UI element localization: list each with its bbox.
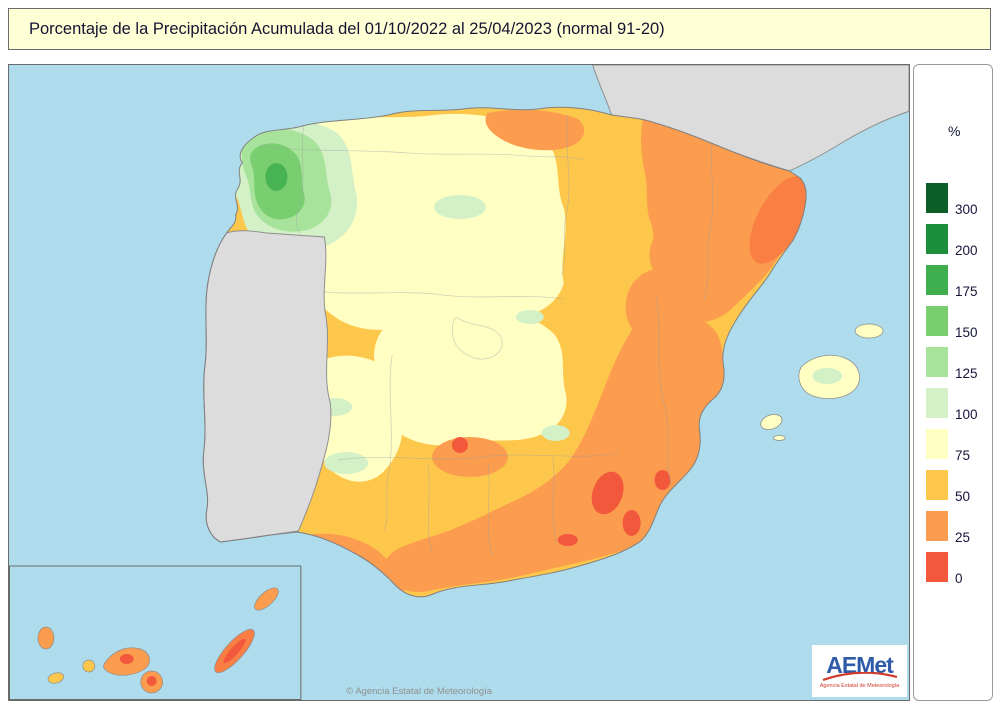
overlay-green-spot-alcaraz [541, 425, 570, 441]
canary-inset-box [9, 565, 302, 700]
canary-islands [37, 587, 279, 694]
legend-value-label: 50 [955, 489, 971, 504]
legend-value-label: 200 [955, 243, 978, 258]
legend-value-label: 100 [955, 407, 978, 422]
legend-entry: 175 [926, 265, 992, 299]
overlay-green-spot-galicia [265, 163, 288, 191]
legend-swatch [926, 224, 948, 254]
overlay-red-jaen-spot [452, 437, 468, 453]
legend-swatch [926, 265, 948, 295]
aemet-logo-swoosh-icon [822, 671, 897, 681]
coastline [202, 106, 807, 598]
legend-value-label: 175 [955, 284, 978, 299]
legend-entry: 100 [926, 388, 992, 422]
fuerteventura-red-area [223, 638, 246, 664]
gran-canaria-red-area [146, 676, 157, 686]
legend-value-label: 25 [955, 530, 971, 545]
map-panel: © Agencia Estatal de Meteorología AEMet … [8, 64, 910, 701]
overlay-pale-yellow-center [374, 313, 567, 446]
legend-entry: 125 [926, 347, 992, 381]
legend-entry: 150 [926, 306, 992, 340]
legend-entry: 300 [926, 183, 992, 217]
overlay-pale-yellow-west [310, 355, 402, 482]
legend-swatch [926, 306, 948, 336]
legend-value-label: 150 [955, 325, 978, 340]
aemet-logo-text: AEMet [826, 651, 894, 678]
overlay-red-almeria [622, 510, 641, 536]
copyright-text: © Agencia Estatal de Meteorología [346, 686, 493, 697]
overlay-green-spot-cuenca [515, 310, 544, 324]
legend-rows: 300 200 175 150 125 100 [926, 183, 992, 586]
overlay-red-alicante-spot [654, 470, 671, 490]
legend-entry: 25 [926, 511, 992, 545]
overlay-green-spot-burgos [434, 195, 486, 219]
overlay-orange-cantabria [485, 109, 585, 151]
formentera-island [772, 435, 786, 441]
legend-entry: 75 [926, 429, 992, 463]
map-title: Porcentaje de la Precipitación Acumulada… [29, 19, 665, 38]
legend-entry: 200 [926, 224, 992, 258]
ibiza-island [760, 414, 783, 430]
lanzarote-island [254, 587, 279, 611]
title-bar: Porcentaje de la Precipitación Acumulada… [8, 8, 991, 50]
el-hierro-island [47, 672, 65, 684]
region-boundaries [258, 114, 714, 556]
legend-entry: 50 [926, 470, 992, 504]
legend-swatch [926, 470, 948, 500]
precipitation-overlays [227, 109, 807, 597]
aemet-logo-subtext: Agencia Estatal de Meteorología [819, 682, 900, 689]
la-gomera-island [82, 659, 96, 673]
legend-entry: 0 [926, 552, 992, 586]
mallorca-green-area [812, 368, 843, 384]
aemet-logo: AEMet Agencia Estatal de Meteorología [812, 645, 907, 697]
legend-swatch [926, 511, 948, 541]
overlay-orange-southeast [384, 307, 727, 593]
legend-swatch [926, 183, 948, 213]
legend-swatch [926, 429, 948, 459]
overlay-red-murcia [591, 471, 624, 515]
menorca-island [854, 323, 884, 339]
overlay-pale-yellow-north-plateau [291, 113, 566, 330]
balearic-islands [760, 323, 884, 441]
legend-unit-label: % [948, 123, 961, 139]
overlay-orange-jaen [432, 437, 508, 477]
tenerife-red-area [119, 654, 134, 664]
overlay-red-granada-coast [557, 534, 578, 546]
legend-panel: % 300 200 175 150 125 [913, 64, 993, 701]
legend-swatch [926, 388, 948, 418]
la-palma-island [37, 626, 55, 650]
spain-precipitation-map-svg: © Agencia Estatal de Meteorología [9, 65, 909, 700]
overlay-orange-inland-valencia [649, 225, 702, 285]
overlay-green-spot-extremadura [324, 452, 369, 474]
legend-swatch [926, 347, 948, 377]
portugal-landmass [202, 230, 332, 543]
legend-value-label: 0 [955, 571, 963, 586]
legend-value-label: 75 [955, 448, 971, 463]
legend-swatch [926, 552, 948, 582]
legend-value-label: 300 [955, 202, 978, 217]
legend-value-label: 125 [955, 366, 978, 381]
overlay-deep-orange-catalonia-coast [749, 176, 807, 264]
